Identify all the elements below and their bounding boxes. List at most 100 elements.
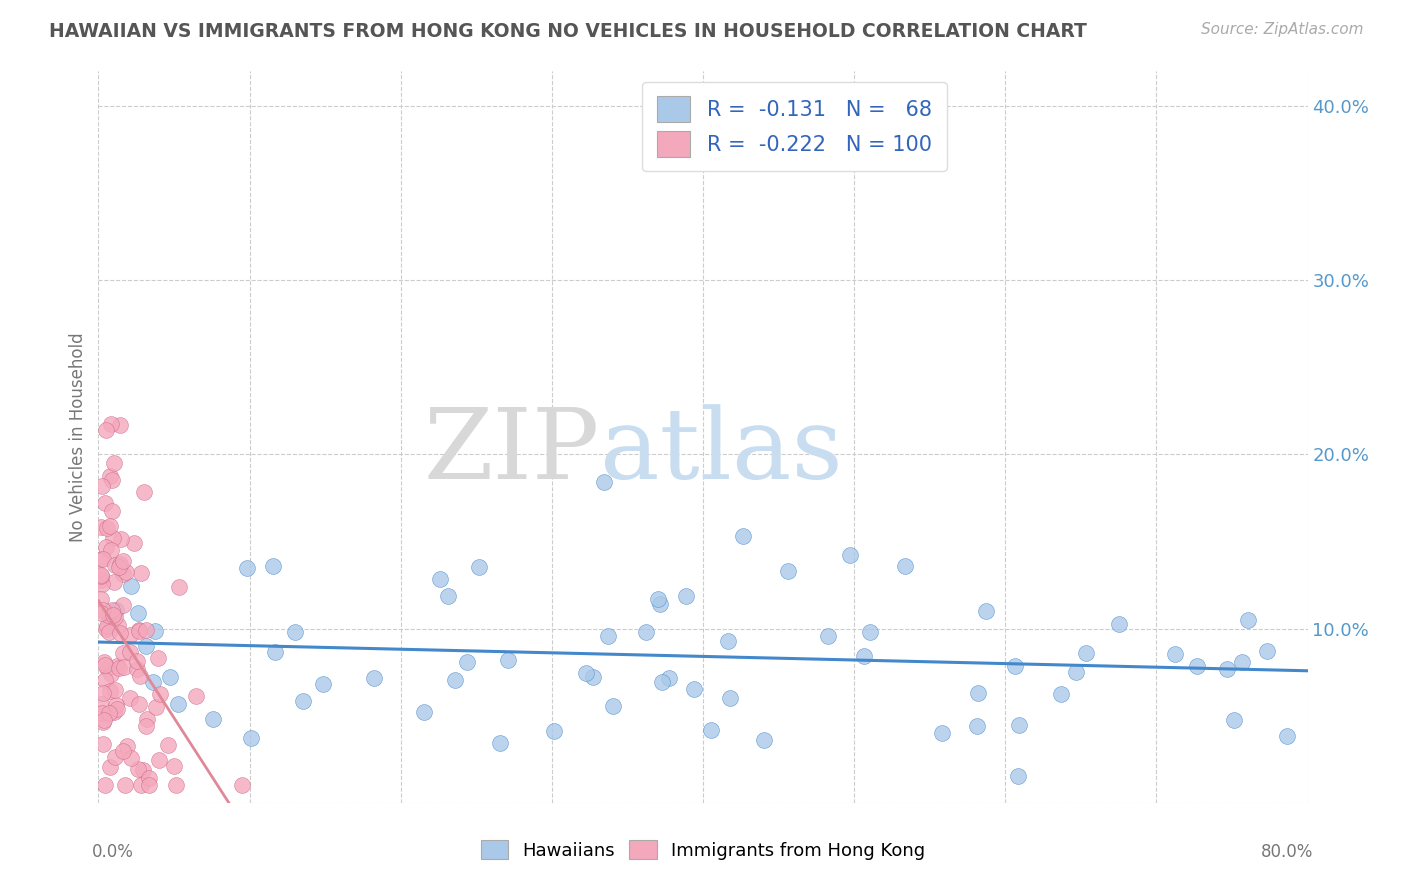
Point [974,604,997,618]
Point [90,606,112,620]
Point [115,739,138,754]
Point [284,624,307,639]
Point [496,653,519,667]
Point [149,687,172,701]
Point [110,557,132,571]
Point [852,648,875,663]
Point [138,771,160,785]
Point [201,712,224,726]
Point [96,661,118,675]
Point [128,669,150,683]
Point [231,778,253,792]
Point [159,670,181,684]
Point [96,423,118,437]
Point [966,718,988,732]
Point [103,705,125,719]
Point [1275,729,1298,743]
Point [120,579,142,593]
Point [122,535,145,549]
Point [100,473,122,487]
Point [98,706,121,721]
Point [312,677,335,691]
Point [931,726,953,740]
Point [575,666,598,681]
Point [107,617,129,632]
Point [894,559,917,574]
Point [127,762,149,776]
Point [111,567,134,582]
Point [262,559,284,574]
Point [105,603,128,617]
Point [186,689,208,703]
Point [142,674,165,689]
Point [100,468,122,483]
Point [413,705,436,719]
Point [143,624,166,638]
Point [148,753,170,767]
Point [596,629,619,643]
Point [169,580,191,594]
Point [114,565,136,579]
Point [97,608,120,623]
Point [108,417,131,432]
Point [112,744,135,758]
Point [1007,769,1029,783]
Point [90,569,112,583]
Point [718,690,741,705]
Point [135,718,157,732]
Point [93,673,115,687]
Point [90,568,112,582]
Point [132,484,155,499]
Point [264,645,287,659]
Point [104,558,127,573]
Point [648,597,671,611]
Point [1108,617,1130,632]
Point [108,560,131,574]
Point [651,675,673,690]
Point [98,760,121,774]
Point [91,603,114,617]
Point [239,731,262,745]
Point [104,683,127,698]
Point [94,540,117,554]
Point [108,661,131,675]
Point [120,628,142,642]
Point [683,681,706,696]
Point [107,701,129,715]
Point [111,646,134,660]
Point [778,564,800,578]
Point [444,673,467,687]
Point [93,656,115,670]
Point [602,698,624,713]
Text: HAWAIIAN VS IMMIGRANTS FROM HONG KONG NO VEHICLES IN HOUSEHOLD CORRELATION CHART: HAWAIIAN VS IMMIGRANTS FROM HONG KONG NO… [49,22,1087,41]
Point [135,640,157,654]
Point [97,625,120,640]
Point [1049,687,1071,701]
Point [90,520,112,534]
Point [1237,613,1260,627]
Point [838,548,860,562]
Point [108,626,131,640]
Point [163,759,186,773]
Point [96,622,118,636]
Text: ZIP: ZIP [425,404,600,500]
Point [101,603,124,617]
Point [125,662,148,676]
Point [127,606,149,620]
Point [754,732,776,747]
Point [94,658,117,673]
Point [135,712,157,726]
Point [634,625,657,640]
Point [145,700,167,714]
Y-axis label: No Vehicles in Household: No Vehicles in Household [69,332,87,542]
Point [468,559,491,574]
Point [658,672,681,686]
Point [437,589,460,603]
Point [1223,713,1246,727]
Point [165,778,187,792]
Point [101,531,124,545]
Point [91,706,114,721]
Point [96,521,118,535]
Point [105,658,128,673]
Point [120,750,142,764]
